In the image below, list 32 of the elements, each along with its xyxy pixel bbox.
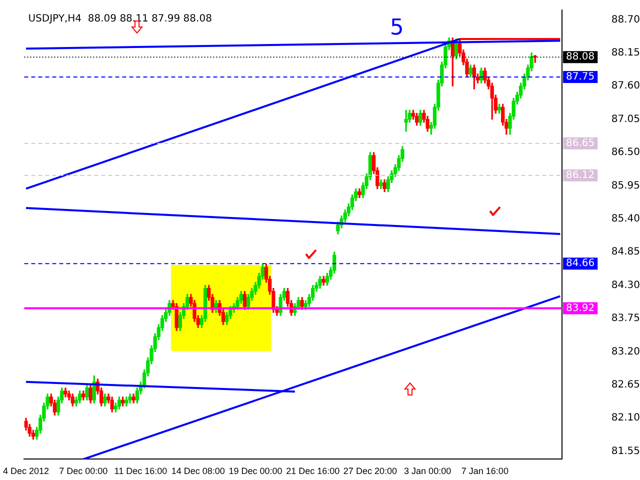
ref-line-label: 86.12 <box>566 170 595 182</box>
x-tick-label: 4 Dec 2012 <box>3 466 50 476</box>
x-tick-label: 21 Dec 16:00 <box>286 466 340 476</box>
ref-line-label: 84.66 <box>566 258 595 270</box>
y-tick-label: 83.75 <box>611 313 640 324</box>
ref-line-label: 87.75 <box>566 72 595 83</box>
y-tick-label: 87.60 <box>611 80 640 92</box>
y-tick-label: 86.50 <box>611 147 640 158</box>
ref-line-label: 88.08 <box>566 52 595 63</box>
y-tick-label: 82.65 <box>611 380 640 391</box>
y-tick-label: 88.15 <box>611 47 640 58</box>
x-tick-label: 7 Dec 00:00 <box>59 466 108 476</box>
x-tick-label: 3 Jan 00:00 <box>404 466 452 476</box>
y-tick-label: 87.05 <box>611 114 640 125</box>
y-tick-label: 85.40 <box>611 213 640 224</box>
y-tick-label: 82.10 <box>611 412 640 424</box>
x-tick-label: 27 Dec 20:00 <box>343 466 397 476</box>
y-tick-label: 83.20 <box>611 346 640 358</box>
chart-title: USDJPY,H4 88.09 88.11 87.99 88.08 <box>28 14 212 25</box>
x-tick-label: 14 Dec 08:00 <box>171 466 225 476</box>
x-tick-label: 7 Jan 16:00 <box>461 466 508 476</box>
annotation: 5 <box>390 16 404 41</box>
y-tick-label: 84.85 <box>611 246 640 258</box>
x-tick-label: 19 Dec 00:00 <box>228 466 282 476</box>
y-tick-label: 81.55 <box>611 446 640 457</box>
y-tick-label: 84.30 <box>611 280 640 291</box>
x-tick-label: 11 Dec 16:00 <box>114 466 168 476</box>
y-tick-label: 85.95 <box>611 180 640 192</box>
ref-line-label: 86.65 <box>566 138 595 150</box>
y-tick-label: 88.70 <box>611 14 640 26</box>
candlestick <box>404 110 408 132</box>
ref-line-label: 83.92 <box>566 302 595 314</box>
